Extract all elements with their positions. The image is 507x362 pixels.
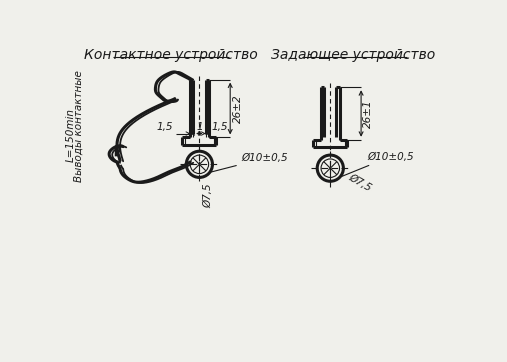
Text: 1: 1 <box>196 122 203 132</box>
Text: 1,5: 1,5 <box>212 122 228 132</box>
Text: Ø7,5: Ø7,5 <box>346 172 373 193</box>
Text: L=150min: L=150min <box>66 108 76 162</box>
Text: Ø10±0,5: Ø10±0,5 <box>210 153 288 172</box>
Text: Задающее устройство: Задающее устройство <box>271 48 436 62</box>
Text: 26±2: 26±2 <box>233 94 242 123</box>
Text: Контактное устройство: Контактное устройство <box>84 48 258 62</box>
Text: Ø7,5: Ø7,5 <box>203 184 213 208</box>
Text: 26±1: 26±1 <box>364 99 373 128</box>
Text: Выводы контактные: Выводы контактные <box>74 70 84 182</box>
Text: Ø10±0,5: Ø10±0,5 <box>342 152 414 176</box>
Text: 1,5: 1,5 <box>157 122 173 132</box>
